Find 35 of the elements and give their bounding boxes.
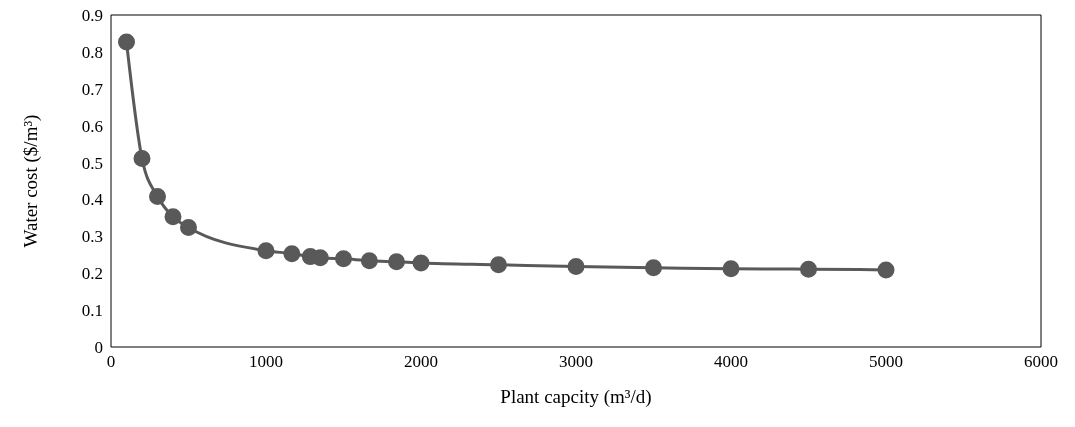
point — [490, 256, 507, 274]
point — [800, 260, 817, 278]
y-tick-label: 0.3 — [81, 227, 103, 247]
y-tick-label: 0 — [94, 338, 103, 358]
x-axis-title: Plant capcity (m³/d) — [500, 386, 652, 408]
y-tick-label: 0.8 — [81, 42, 103, 62]
y-tick-label: 0.9 — [81, 6, 103, 26]
x-tick-label: 2000 — [404, 352, 438, 372]
y-tick-label: 0.4 — [81, 190, 104, 210]
point — [877, 261, 895, 279]
y-tick-label: 0.1 — [81, 301, 103, 321]
point — [388, 253, 406, 271]
y-tick-label: 0.7 — [81, 79, 104, 99]
point — [164, 208, 182, 226]
point — [722, 260, 740, 278]
y-tick-label: 0.6 — [81, 116, 103, 136]
point — [645, 259, 662, 277]
point — [412, 254, 430, 272]
point — [180, 218, 197, 236]
point — [335, 250, 352, 268]
x-tick-label: 4000 — [714, 352, 748, 372]
x-tick-label: 1000 — [249, 352, 283, 372]
point — [360, 252, 378, 270]
point — [567, 258, 585, 276]
y-tick-label: 0.5 — [81, 153, 103, 173]
y-axis-title: Water cost ($/m³) — [19, 114, 42, 248]
x-tick-label: 6000 — [1024, 352, 1058, 372]
x-tick-label: 5000 — [869, 352, 903, 372]
point — [133, 150, 151, 167]
x-tick-label: 3000 — [559, 352, 593, 372]
point — [149, 187, 166, 205]
point — [118, 33, 135, 51]
point — [283, 245, 301, 263]
point — [257, 242, 275, 260]
y-tick-label: 0.2 — [81, 264, 103, 284]
